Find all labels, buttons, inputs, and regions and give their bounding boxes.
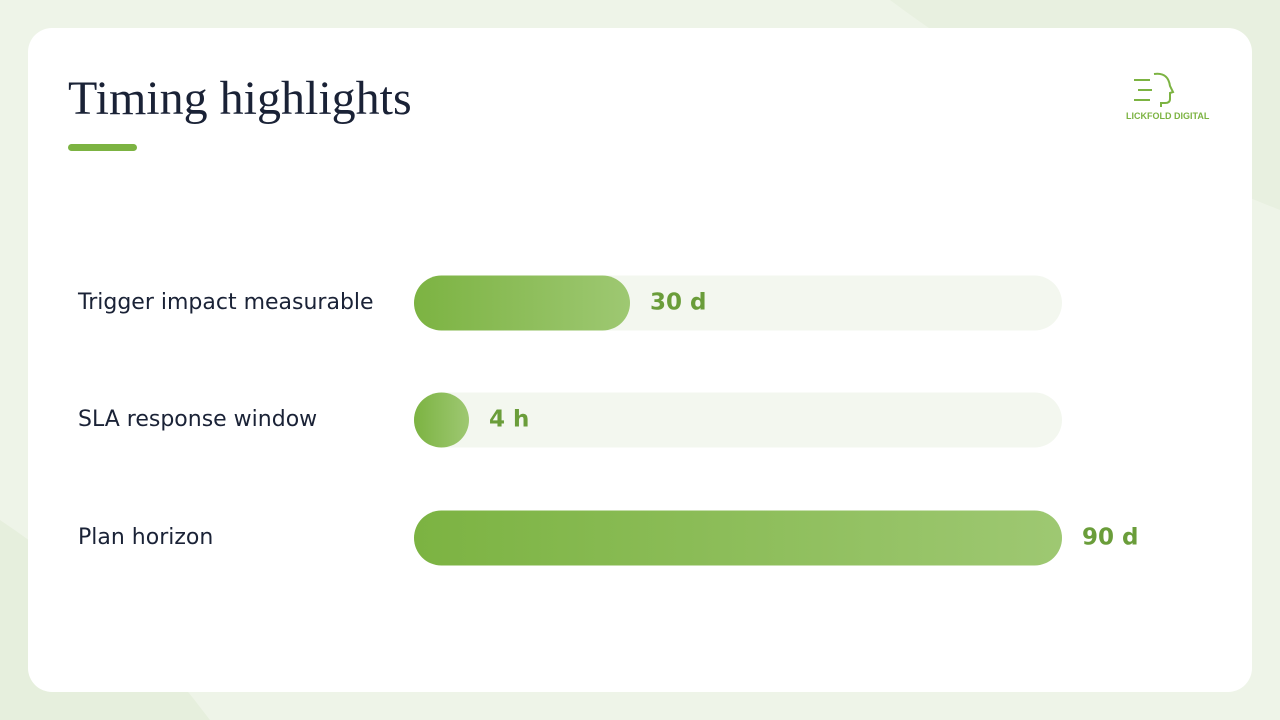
bar: [414, 392, 469, 448]
bar: [414, 510, 1062, 566]
logo: [1134, 72, 1175, 107]
title: Timing highlights: [68, 72, 412, 125]
value-label: 4 h: [489, 407, 529, 433]
title-underline: [68, 144, 137, 151]
value-label: 30 d: [650, 290, 706, 316]
logo-text: LICKFOLD DIGITAL: [1126, 111, 1210, 121]
card: [28, 28, 1252, 692]
value-label: 90 d: [1082, 525, 1138, 551]
category-label: Trigger impact measurable: [77, 290, 374, 315]
chart: Trigger impact measurable 30 d SLA respons…: [77, 275, 1138, 566]
category-label: Plan horizon: [78, 525, 213, 550]
bar: [414, 275, 630, 331]
bar-track: [414, 392, 1062, 448]
category-label: SLA response window: [78, 407, 317, 432]
logo-head: [1153, 72, 1175, 107]
